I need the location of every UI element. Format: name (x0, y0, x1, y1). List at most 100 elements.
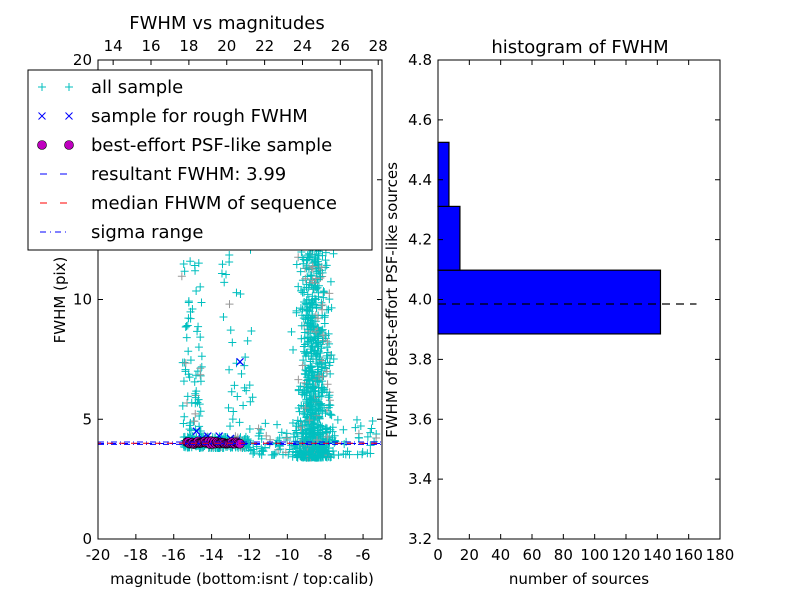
all-sample-point (307, 322, 316, 331)
x-tick-label: -14 (199, 546, 224, 564)
all-sample-point (186, 418, 195, 427)
all-sample-point (306, 345, 315, 354)
all-sample-point (184, 297, 193, 306)
all-sample-point (186, 257, 195, 266)
all-sample-point (195, 411, 204, 420)
all-sample-point (179, 377, 188, 386)
all-sample-point (323, 380, 332, 389)
all-sample-point (314, 251, 323, 260)
all-sample-point (323, 432, 332, 441)
all-sample-point (291, 426, 300, 435)
all-sample-point (184, 370, 193, 379)
all-sample-point (303, 321, 312, 330)
all-sample-point (181, 322, 190, 331)
all-sample-point (301, 299, 310, 308)
all-sample-point (306, 270, 315, 279)
all-sample-point (298, 305, 307, 314)
all-sample-point (290, 429, 299, 438)
all-sample-point (314, 365, 323, 374)
all-sample-point (288, 419, 297, 428)
all-sample-point (303, 333, 312, 342)
all-sample-point (225, 365, 234, 374)
all-sample-point (307, 405, 316, 414)
all-sample-point (197, 352, 206, 361)
all-sample-point (181, 359, 190, 368)
all-sample-point (247, 327, 256, 336)
all-sample-point (305, 416, 314, 425)
x-tick-label: 140 (643, 546, 672, 564)
all-sample-point (243, 435, 252, 444)
all-sample-point (312, 284, 321, 293)
all-sample-point (190, 417, 199, 426)
all-sample-point (184, 347, 193, 356)
all-sample-point (308, 384, 317, 393)
legend-label: median FHWM of sequence (91, 193, 337, 214)
all-sample-point (224, 403, 233, 412)
left-points (98, 91, 382, 462)
all-sample-point (248, 393, 257, 402)
all-sample-point (192, 286, 201, 295)
all-sample-point (311, 334, 320, 343)
all-sample-point (310, 383, 319, 392)
all-sample-point (227, 387, 236, 396)
all-sample-point (301, 451, 310, 460)
all-sample-point (194, 395, 203, 404)
all-sample-point (294, 282, 303, 291)
all-sample-point (318, 401, 327, 410)
all-sample-point (178, 401, 187, 410)
all-sample-point (333, 415, 342, 424)
all-sample-point (325, 339, 334, 348)
all-sample-point (314, 372, 323, 381)
all-sample-point (225, 258, 234, 267)
all-sample-point (225, 300, 234, 309)
all-sample-point (308, 262, 317, 271)
all-sample-point (313, 377, 322, 386)
all-sample-point (297, 321, 306, 330)
all-sample-point (246, 446, 255, 455)
all-sample-point (309, 434, 318, 443)
all-sample-point (307, 395, 316, 404)
all-sample-point (188, 304, 197, 313)
all-sample-point (186, 356, 195, 365)
all-sample-point (298, 288, 307, 297)
all-sample-point (243, 336, 252, 345)
all-sample-point (322, 367, 331, 376)
all-sample-point (363, 449, 372, 458)
all-sample-point (246, 397, 255, 406)
right-xlabel: number of sources (509, 570, 649, 588)
all-sample-point (321, 408, 330, 417)
top-x-tick-label: 16 (141, 37, 160, 55)
all-sample-point (313, 373, 322, 382)
all-sample-point (320, 385, 329, 394)
top-x-tick-label: 24 (293, 37, 312, 55)
all-sample-point (294, 375, 303, 384)
all-sample-point (372, 434, 381, 443)
all-sample-point (320, 288, 329, 297)
all-sample-point (299, 342, 308, 351)
all-sample-point (304, 416, 313, 425)
all-sample-point (293, 416, 302, 425)
all-sample-point (183, 392, 192, 401)
top-x-tick-label: 18 (179, 37, 198, 55)
all-sample-point (305, 304, 314, 313)
y-tick-label: 3.6 (408, 410, 432, 428)
all-sample-point (225, 250, 234, 259)
rough-fwhm-point (192, 427, 201, 436)
all-sample-point (283, 434, 292, 443)
all-sample-point (298, 361, 307, 370)
all-sample-point (262, 431, 271, 440)
all-sample-point (266, 438, 275, 447)
all-sample-point (257, 447, 266, 456)
all-sample-point (312, 409, 321, 418)
y-tick-label: 4.6 (408, 111, 432, 129)
all-sample-point (297, 334, 306, 343)
all-sample-point (261, 419, 270, 428)
all-sample-point (236, 289, 245, 298)
all-sample-point (275, 433, 284, 442)
all-sample-point (194, 343, 203, 352)
all-sample-point (196, 282, 205, 291)
all-sample-point (317, 305, 326, 314)
x-tick-label: -8 (318, 546, 333, 564)
legend-label: sample for rough FWHM (91, 106, 308, 127)
